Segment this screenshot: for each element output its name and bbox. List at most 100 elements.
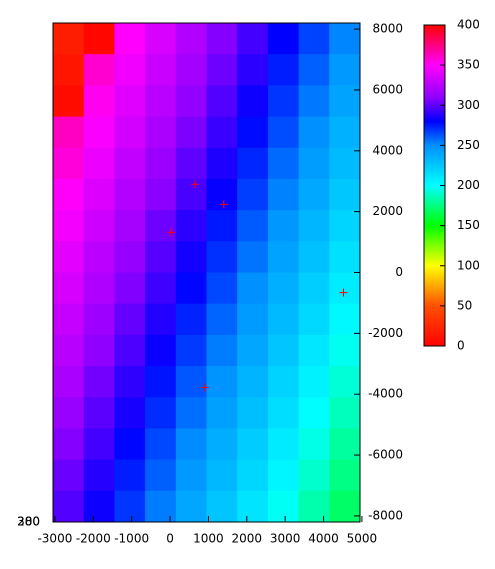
colorbar-tick-label: 150 <box>457 218 480 232</box>
heat-cell <box>329 147 361 180</box>
heat-cell <box>206 366 238 398</box>
heat-cell <box>206 272 238 305</box>
heat-cell <box>145 272 177 305</box>
heat-cell <box>237 116 269 149</box>
y-tick-label: 2000 <box>372 204 403 218</box>
heat-cell <box>329 54 361 86</box>
heat-cell <box>237 54 269 86</box>
heat-cell <box>329 210 361 242</box>
y-tick-label: 6000 <box>372 82 403 96</box>
heat-cell <box>83 490 115 523</box>
heat-cell <box>329 23 361 55</box>
heat-cell <box>329 178 361 211</box>
heat-cell <box>237 490 269 523</box>
heat-cell <box>83 23 115 55</box>
heat-cell <box>83 210 115 242</box>
y-tick-label: -4000 <box>368 387 403 401</box>
heat-cell <box>267 85 300 118</box>
heat-cell <box>53 147 85 180</box>
heat-cell <box>237 23 269 55</box>
heat-cell <box>298 54 330 86</box>
heat-cell <box>237 459 269 492</box>
heat-cell <box>114 147 146 180</box>
heat-cell <box>237 210 269 242</box>
heat-cell <box>298 303 330 336</box>
heat-cell <box>206 428 238 461</box>
heat-cell <box>298 334 330 367</box>
colorbar-tick-label: 200 <box>457 178 480 192</box>
heat-cell <box>267 428 300 461</box>
x-tick-label: 3000 <box>270 532 301 546</box>
heat-cell <box>53 85 85 118</box>
heat-cell <box>237 397 269 429</box>
heat-cell <box>175 54 207 86</box>
heat-cell <box>329 116 361 149</box>
colorbar-tick-label: 350 <box>457 58 480 72</box>
heat-cell <box>237 85 269 118</box>
heat-cell <box>267 210 300 242</box>
heat-cell <box>83 303 115 336</box>
heat-cell <box>175 85 207 118</box>
y-tick-label: -2000 <box>368 326 403 340</box>
heat-cell <box>83 459 115 492</box>
heat-cell <box>206 397 238 429</box>
heat-cell <box>267 334 300 367</box>
y-tick-label: 8000 <box>372 22 403 36</box>
heat-cell <box>114 85 146 118</box>
heat-cell <box>114 178 146 211</box>
heat-cell <box>298 397 330 429</box>
heat-cell <box>83 272 115 305</box>
heat-cell <box>83 397 115 429</box>
heat-cell <box>206 210 238 242</box>
heat-cell <box>298 272 330 305</box>
heat-cell <box>298 85 330 118</box>
heat-cell <box>114 54 146 86</box>
heat-cell <box>298 490 330 523</box>
heat-cell <box>237 178 269 211</box>
heat-cell <box>267 366 300 398</box>
heat-cell <box>145 428 177 461</box>
heat-cell <box>267 303 300 336</box>
heat-cell <box>145 23 177 55</box>
heat-cell <box>329 303 361 336</box>
heat-cell <box>53 366 85 398</box>
heat-cell <box>53 272 85 305</box>
heat-cell <box>53 490 85 523</box>
heat-cell <box>267 178 300 211</box>
heat-cell <box>206 54 238 86</box>
heat-cell <box>83 85 115 118</box>
heat-cell <box>206 85 238 118</box>
x-tick-label: 5000 <box>347 532 378 546</box>
heat-cell <box>145 85 177 118</box>
heat-cell <box>145 490 177 523</box>
heat-cell <box>53 241 85 273</box>
corner-label: 280 <box>17 515 40 529</box>
colorbar-tick-label: 250 <box>457 138 480 152</box>
heat-cell <box>145 241 177 273</box>
x-tick-label: -1000 <box>114 532 149 546</box>
heat-cell <box>83 178 115 211</box>
heat-cell <box>114 272 146 305</box>
x-tick-label: -2000 <box>76 532 111 546</box>
heat-cell <box>175 334 207 367</box>
x-tick-label: 1000 <box>193 532 224 546</box>
x-tick-label: 4000 <box>308 532 339 546</box>
heat-cell <box>145 210 177 242</box>
heat-cell <box>175 459 207 492</box>
heat-cell <box>53 397 85 429</box>
heat-cell <box>53 23 85 55</box>
heat-cell <box>267 241 300 273</box>
heat-cell <box>298 428 330 461</box>
heat-cell <box>329 366 361 398</box>
heat-cell <box>175 490 207 523</box>
point <box>190 180 199 189</box>
heat-cell <box>175 147 207 180</box>
heat-cell <box>237 147 269 180</box>
heat-cell <box>298 23 330 55</box>
heat-cell <box>83 366 115 398</box>
heat-cell <box>237 428 269 461</box>
heat-cell <box>329 490 361 523</box>
heat-cell <box>114 428 146 461</box>
heat-cell <box>298 210 330 242</box>
heat-cell <box>114 366 146 398</box>
